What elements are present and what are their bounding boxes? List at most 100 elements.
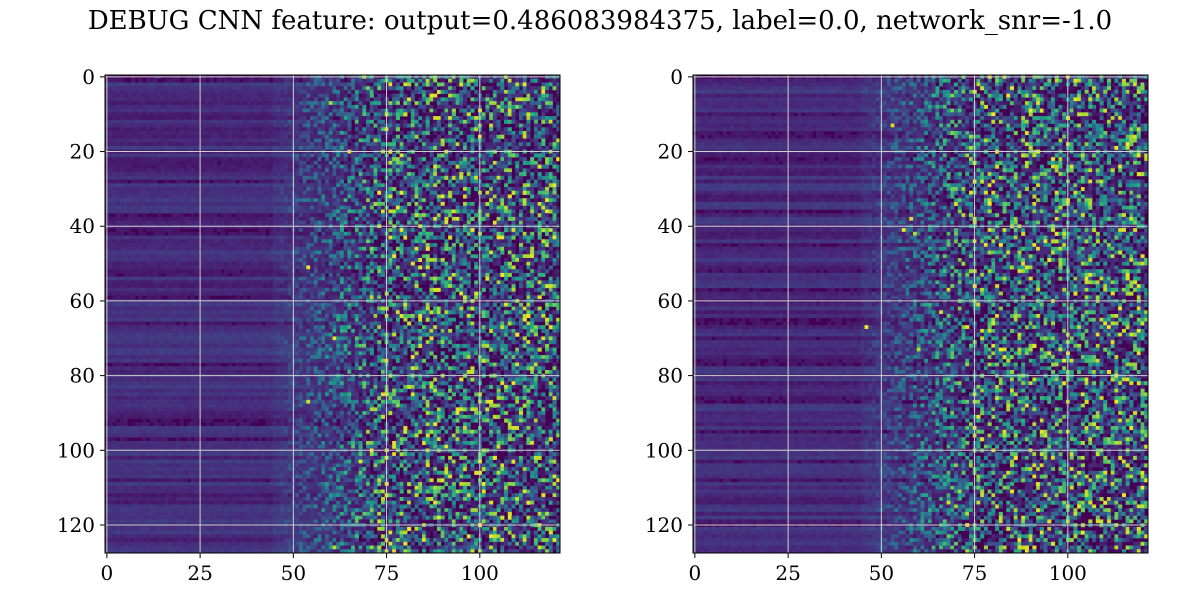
heatmap-cell bbox=[537, 123, 542, 128]
heatmap-cell bbox=[388, 157, 393, 162]
heatmap-cell bbox=[239, 235, 244, 240]
heatmap-cell bbox=[276, 145, 281, 151]
heatmap-cell bbox=[470, 175, 475, 180]
heatmap-cell bbox=[500, 142, 505, 147]
heatmap-cell bbox=[116, 187, 121, 192]
heatmap-cell bbox=[187, 116, 192, 121]
heatmap-cell bbox=[216, 172, 221, 177]
heatmap-cell bbox=[209, 190, 214, 195]
heatmap-cell bbox=[228, 157, 233, 162]
heatmap-cell bbox=[250, 82, 255, 87]
heatmap-cell bbox=[254, 119, 259, 124]
heatmap-cell bbox=[138, 134, 143, 139]
heatmap-cell bbox=[507, 205, 512, 210]
heatmap-cell bbox=[433, 138, 438, 143]
heatmap-cell bbox=[164, 216, 169, 221]
heatmap-cell bbox=[556, 235, 561, 240]
heatmap-cell bbox=[201, 187, 207, 192]
heatmap-cell bbox=[410, 89, 415, 95]
heatmap-cell bbox=[533, 123, 538, 128]
heatmap-cell bbox=[429, 82, 434, 87]
heatmap-cell bbox=[119, 175, 124, 180]
heatmap-cell bbox=[466, 213, 471, 218]
heatmap-cell bbox=[317, 116, 322, 121]
heatmap-cell bbox=[414, 220, 419, 225]
heatmap-cell bbox=[138, 205, 143, 210]
heatmap-cell bbox=[556, 216, 561, 221]
heatmap-cell bbox=[220, 86, 225, 91]
heatmap-cell bbox=[373, 187, 378, 192]
heatmap-cell bbox=[448, 205, 453, 210]
heatmap-cell bbox=[168, 138, 173, 143]
heatmap-cell bbox=[142, 127, 147, 132]
heatmap-cell bbox=[545, 175, 550, 180]
heatmap-cell bbox=[116, 216, 121, 221]
heatmap-cell bbox=[377, 119, 382, 124]
heatmap-cell bbox=[269, 138, 274, 143]
heatmap-cell bbox=[295, 89, 300, 95]
heatmap-cell bbox=[108, 93, 113, 98]
heatmap-cell bbox=[224, 145, 229, 151]
heatmap-cell bbox=[429, 123, 434, 128]
heatmap-cell bbox=[317, 142, 322, 147]
heatmap-cell bbox=[380, 119, 386, 124]
heatmap-cell bbox=[332, 246, 337, 251]
heatmap-cell bbox=[489, 138, 494, 143]
heatmap-cell bbox=[403, 179, 408, 184]
heatmap-cell bbox=[481, 123, 486, 128]
heatmap-cell bbox=[399, 183, 404, 188]
heatmap-cell bbox=[392, 97, 397, 102]
heatmap-cell bbox=[313, 145, 318, 151]
heatmap-cell bbox=[351, 145, 356, 151]
heatmap-cell bbox=[507, 213, 512, 218]
heatmap-cell bbox=[388, 93, 393, 98]
heatmap-cell bbox=[138, 119, 143, 124]
heatmap-cell bbox=[395, 82, 400, 87]
heatmap-cell bbox=[422, 78, 427, 83]
heatmap-cell bbox=[511, 78, 516, 83]
heatmap-cell bbox=[231, 168, 236, 173]
heatmap-cell bbox=[254, 164, 259, 169]
heatmap-cell bbox=[399, 231, 404, 236]
heatmap-cell bbox=[123, 131, 128, 136]
heatmap-cell bbox=[388, 220, 393, 225]
heatmap-cell bbox=[205, 116, 210, 121]
heatmap-cell bbox=[500, 164, 505, 169]
heatmap-cell bbox=[187, 145, 192, 151]
heatmap-cell bbox=[481, 187, 486, 192]
heatmap-cell bbox=[280, 101, 285, 106]
heatmap-cell bbox=[239, 153, 244, 158]
heatmap-cell bbox=[146, 119, 151, 124]
heatmap-cell bbox=[183, 231, 188, 236]
heatmap-cell bbox=[220, 101, 225, 106]
heatmap-cell bbox=[287, 160, 292, 165]
heatmap-cell bbox=[112, 246, 117, 251]
heatmap-cell bbox=[489, 157, 494, 162]
heatmap-cell bbox=[545, 243, 550, 248]
heatmap-cell bbox=[403, 164, 408, 169]
heatmap-cell bbox=[556, 82, 561, 87]
heatmap-cell bbox=[328, 198, 333, 203]
heatmap-cell bbox=[522, 86, 527, 91]
heatmap-cell bbox=[172, 183, 177, 188]
heatmap-cell bbox=[545, 86, 550, 91]
heatmap-cell bbox=[328, 228, 333, 233]
heatmap-cell bbox=[541, 119, 546, 124]
heatmap-cell bbox=[343, 239, 348, 244]
heatmap-cell bbox=[444, 108, 449, 113]
heatmap-cell bbox=[280, 179, 285, 184]
heatmap-cell bbox=[235, 97, 240, 102]
heatmap-cell bbox=[190, 213, 195, 218]
heatmap-cell bbox=[325, 235, 330, 240]
heatmap-cell bbox=[399, 93, 404, 98]
heatmap-cell bbox=[489, 116, 494, 121]
heatmap-cell bbox=[339, 78, 345, 83]
heatmap-cell bbox=[496, 205, 501, 210]
heatmap-cell bbox=[302, 127, 307, 132]
heatmap-cell bbox=[131, 243, 136, 248]
heatmap-cell bbox=[235, 213, 240, 218]
heatmap-cell bbox=[269, 235, 274, 240]
heatmap-cell bbox=[146, 134, 151, 139]
heatmap-cell bbox=[239, 198, 244, 203]
heatmap-cell bbox=[429, 142, 434, 147]
